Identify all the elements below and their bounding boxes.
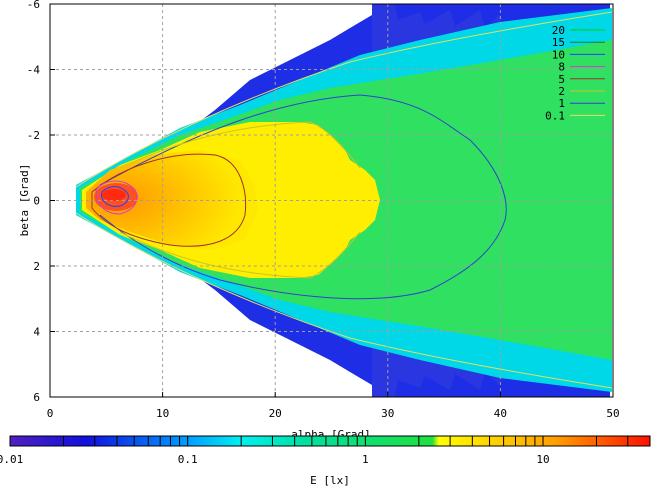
y-axis-ticks: -6 -4 -2 0 2 4 6 (27, 0, 55, 404)
colorbar (9, 435, 651, 447)
x-axis-ticks: 0 10 20 30 40 50 (47, 392, 620, 420)
contour-line-10 (101, 186, 129, 207)
legend-label: 2 (558, 85, 565, 98)
x-tick-label: 20 (269, 407, 282, 420)
colorbar-label: E [lx] (310, 474, 350, 486)
heatmap-hotspot-core (102, 189, 126, 201)
legend-label: 20 (552, 24, 565, 37)
legend-label: 10 (552, 48, 565, 61)
legend-label: 5 (558, 73, 565, 86)
x-tick-label: 40 (494, 407, 507, 420)
x-tick-label: 50 (606, 407, 619, 420)
grid (50, 4, 613, 397)
x-tick-label: 10 (156, 407, 169, 420)
x-tick-label: 30 (381, 407, 394, 420)
colorbar-ticks: 0.01 0.1 1 10 (0, 436, 651, 466)
y-tick-label: 4 (33, 326, 40, 339)
colorbar-tick-label: 1 (362, 453, 369, 466)
legend-label: 8 (558, 61, 565, 74)
y-tick-label: -6 (27, 0, 40, 11)
y-tick-label: 2 (33, 260, 40, 273)
contour-line-1 (99, 94, 507, 300)
legend-label: 15 (552, 36, 565, 49)
y-axis-label: beta [Grad] (18, 164, 31, 237)
contour-line-2 (119, 121, 361, 279)
contour-line-5 (91, 153, 247, 247)
y-tick-label: -4 (27, 64, 41, 77)
y-tick-label: 0 (33, 195, 40, 208)
colorbar-tick-label: 0.1 (178, 453, 198, 466)
contour-line-8 (95, 180, 138, 215)
colorbar-tick-label: 10 (536, 453, 549, 466)
x-tick-label: 0 (47, 407, 54, 420)
legend-label: 0.1 (545, 109, 565, 122)
contour-line-01 (75, 11, 613, 389)
y-tick-label: 6 (33, 391, 40, 404)
colorbar-tick-label: 0.01 (0, 453, 23, 466)
legend-label: 1 (558, 97, 565, 110)
y-tick-label: -2 (27, 129, 40, 142)
